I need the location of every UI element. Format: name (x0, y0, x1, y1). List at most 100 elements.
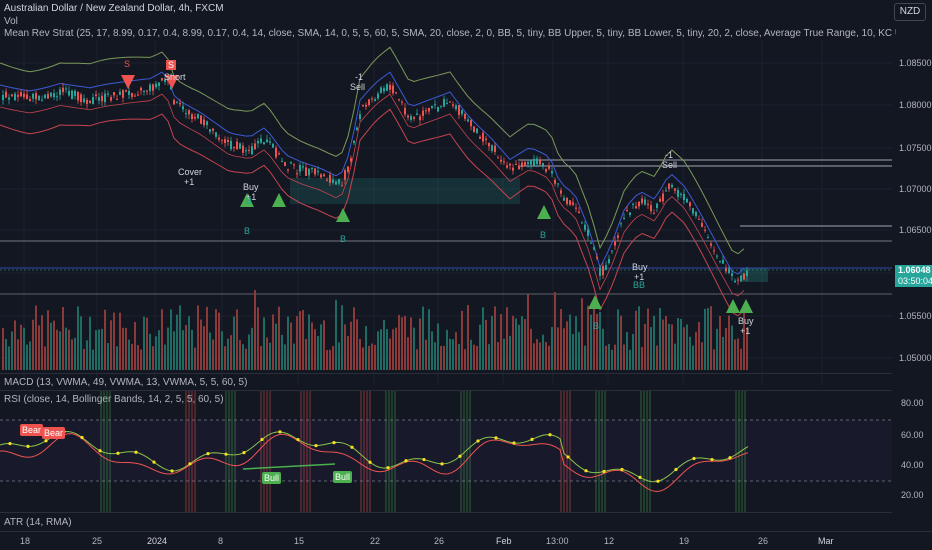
volume-bar (737, 338, 739, 370)
candle-body (680, 193, 682, 195)
rsi-zone-bar (601, 391, 603, 512)
candle-body (326, 179, 328, 181)
volume-bar (644, 323, 646, 370)
volume-bar (224, 346, 226, 370)
rsi-dot (314, 443, 318, 448)
volume-bar (2, 327, 4, 370)
volume-bar (161, 309, 163, 370)
volume-bar (599, 311, 601, 370)
candle-body (218, 137, 220, 140)
volume-bar (527, 294, 529, 370)
candle-body (248, 149, 250, 151)
candle-body (650, 205, 652, 212)
candle-body (293, 164, 295, 166)
volume-bar (617, 309, 619, 370)
candle-body (239, 143, 241, 149)
candle-body (164, 79, 166, 82)
candle-body (485, 138, 487, 140)
candle-body (281, 161, 283, 163)
candle-body (224, 139, 226, 143)
sell-signal-label: Sell (350, 82, 366, 92)
rsi-tick: 60.00 (901, 430, 924, 440)
volume-bar (299, 311, 301, 370)
price-chart-canvas[interactable] (0, 0, 892, 385)
volume-bar (356, 319, 358, 370)
candle-body (134, 95, 136, 97)
volume-bar (278, 306, 280, 370)
volume-bar (371, 343, 373, 370)
rsi-dot (620, 467, 624, 472)
volume-bar (596, 314, 598, 370)
candle-body (476, 128, 478, 134)
candle-body (23, 93, 25, 98)
volume-bar (608, 343, 610, 370)
candle-body (611, 250, 613, 252)
volume-bar (500, 314, 502, 370)
candle-body (398, 99, 400, 101)
volume-bar (302, 310, 304, 370)
sell-triangle (165, 75, 179, 89)
currency-button[interactable]: NZD (894, 3, 926, 21)
candle-body (743, 273, 745, 280)
candle-body (110, 97, 112, 101)
pane-divider[interactable] (0, 390, 892, 391)
macd-pane-label[interactable]: MACD (13, VWMA, 49, VWMA, 13, VWMA, 5, 5… (4, 377, 248, 388)
pane-divider[interactable] (0, 373, 892, 374)
rsi-dot (512, 441, 516, 445)
volume-bar (194, 347, 196, 370)
candle-body (461, 110, 463, 115)
candle-body (341, 185, 343, 187)
volume-bar (308, 314, 310, 370)
volume-bar (467, 305, 469, 370)
volume-bar (593, 308, 595, 370)
volume-indicator-label[interactable]: Vol (4, 16, 18, 27)
symbol-title[interactable]: Australian Dollar / New Zealand Dollar, … (4, 3, 224, 14)
candle-body (227, 139, 229, 143)
candle-body (305, 167, 307, 176)
volume-bar (629, 349, 631, 370)
candle-body (554, 179, 556, 184)
candle-body (254, 143, 256, 150)
rsi-zone-bar (191, 391, 193, 512)
time-tick: 22 (370, 536, 381, 546)
candle-body (215, 132, 217, 137)
candle-body (260, 138, 262, 143)
price-tick: 1.08000 (899, 100, 932, 110)
price-tick: 1.08500 (899, 58, 932, 68)
candle-body (692, 208, 694, 214)
volume-bar (470, 339, 472, 370)
candle-body (170, 86, 172, 90)
rsi-pane-canvas[interactable] (0, 391, 892, 512)
volume-bar (239, 339, 241, 370)
volume-bar (425, 339, 427, 370)
candle-body (449, 101, 451, 103)
candle-body (200, 115, 202, 124)
candle-body (689, 202, 691, 207)
candle-body (422, 110, 424, 116)
volume-bar (458, 343, 460, 370)
candle-body (518, 165, 520, 170)
candle-body (77, 91, 79, 101)
rsi-dot (116, 451, 120, 455)
rsi-dot (404, 459, 408, 463)
volume-bar (590, 314, 592, 370)
candle-body (464, 113, 466, 119)
atr-pane-label[interactable]: ATR (14, RMA) (4, 517, 72, 528)
pane-divider[interactable] (0, 512, 892, 513)
basis-line (0, 71, 745, 275)
volume-bar (746, 328, 748, 370)
candle-body (50, 92, 52, 97)
volume-bar (515, 318, 517, 370)
divergence-line (242, 463, 336, 470)
volume-bar (743, 306, 745, 370)
rsi-dot (332, 441, 336, 445)
rsi-pane-label[interactable]: RSI (close, 14, Bollinger Bands, 14, 2, … (4, 394, 224, 405)
price-tick: 1.05500 (899, 311, 932, 321)
strategy-indicator-label[interactable]: Mean Rev Strat (25, 17, 8.99, 0.17, 0.4,… (4, 28, 896, 39)
zone-box (290, 178, 520, 204)
candle-body (533, 158, 535, 166)
volume-bar (710, 306, 712, 370)
volume-bar (215, 309, 217, 370)
candle-body (698, 218, 700, 220)
rsi-zone-bar (738, 391, 740, 512)
